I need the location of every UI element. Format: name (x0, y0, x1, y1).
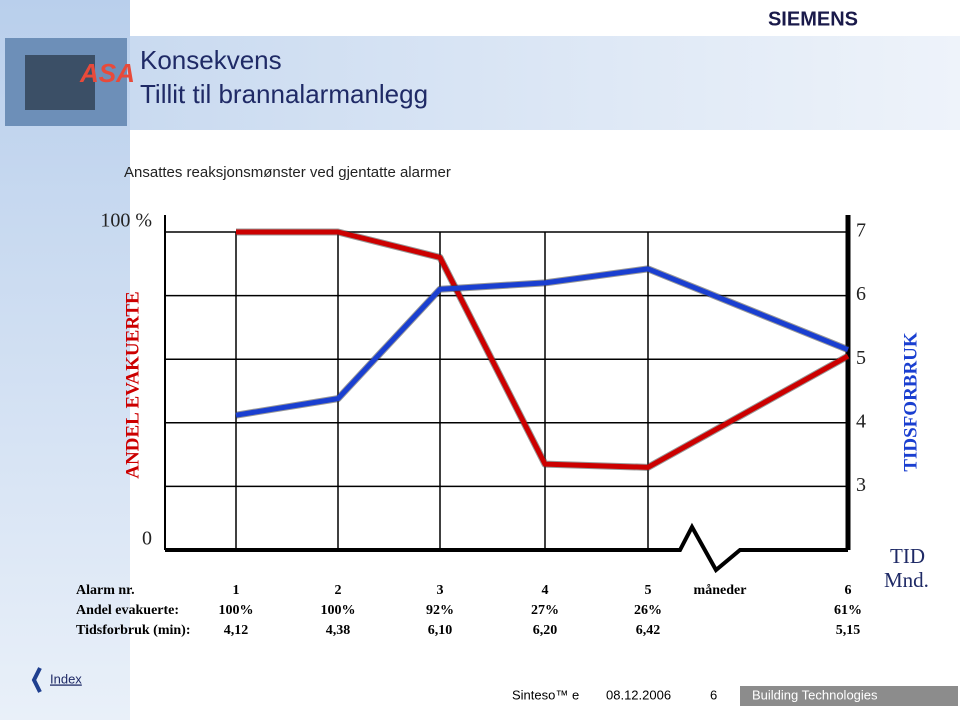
footer-bar (740, 686, 958, 706)
value-label: 4,12 (224, 623, 249, 638)
value-label: 92% (426, 603, 454, 618)
y-axis-label: ANDEL EVAKUERTE (122, 291, 143, 478)
index-bracket (31, 667, 42, 693)
footer-date: 08.12.2006 (606, 687, 671, 702)
y2-axis-label: TIDSFORBRUK (900, 332, 921, 472)
value-label: 26% (634, 603, 662, 618)
annotation: TID (890, 544, 925, 568)
value-label: 100% (219, 603, 254, 618)
footer-division: Building Technologies (752, 687, 878, 702)
value-label: 61% (834, 603, 862, 618)
value-label: 6,20 (533, 623, 558, 638)
row-label: Tidsforbruk (min): (76, 623, 190, 638)
y2-tick-label: 4 (856, 410, 866, 432)
value-label: 6,10 (428, 623, 453, 638)
y2-tick-label: 7 (856, 220, 866, 242)
series-line (236, 229, 850, 470)
value-label: 5,15 (836, 623, 861, 638)
footer-page: 6 (710, 687, 717, 702)
y2-tick-label: 6 (856, 283, 866, 305)
brand: SIEMENS (768, 8, 858, 30)
chip (25, 55, 95, 110)
value-label: 4,38 (326, 623, 351, 638)
value-label: 100% (321, 603, 356, 618)
x-axis (165, 522, 848, 574)
subtitle: Tillit til brannalarmanlegg (140, 79, 428, 109)
x-tick-label: 3 (437, 583, 444, 598)
x-tick-label: 4 (542, 583, 549, 598)
y2-tick-label: 3 (856, 474, 866, 496)
y2-tick-label: 5 (856, 347, 866, 369)
x-axis-label: Alarm nr. (76, 583, 135, 598)
y-tick-label: 0 (142, 528, 152, 550)
chart-title: Ansattes reaksjonsmønster ved gjentatte … (124, 164, 451, 181)
row-label: Andel evakuerte: (76, 603, 179, 618)
x-tick-label: 6 (845, 583, 852, 598)
annotation: måneder (694, 583, 747, 598)
x-tick-label: 1 (233, 583, 240, 598)
title: Konsekvens (140, 45, 282, 75)
y-tick-label: 100 % (100, 210, 152, 232)
x-tick-label: 5 (645, 583, 652, 598)
index-link[interactable]: Index (50, 671, 82, 686)
value-label: 6,42 (636, 623, 661, 638)
value-label: 27% (531, 603, 559, 618)
logo-text: ASA (79, 58, 135, 88)
x-tick-label: 2 (335, 583, 342, 598)
title-band (130, 36, 960, 130)
annotation: Mnd. (884, 568, 929, 592)
series-line (235, 266, 849, 418)
footer-product: Sinteso™ e (512, 687, 579, 702)
